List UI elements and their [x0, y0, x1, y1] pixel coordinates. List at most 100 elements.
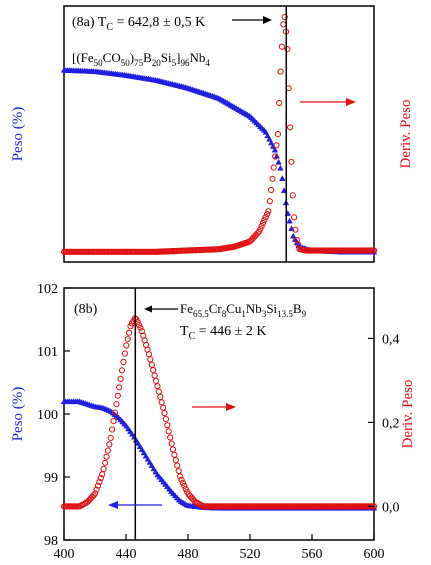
panel-8a-deriv-point [257, 226, 264, 233]
panel-8a-peso-point [286, 217, 293, 224]
y-tick-label: 99 [44, 471, 58, 486]
panel-8b-deriv-point [103, 453, 110, 460]
y-tick-label: 102 [37, 282, 58, 297]
panel-8b-tc-value: = 446 ± 2 K [195, 324, 266, 339]
panel-8a-peso-point [279, 175, 286, 181]
y-tick-label: 98 [44, 534, 58, 549]
x-tick-label: 560 [302, 547, 323, 562]
composition-part: 1 [241, 309, 246, 319]
composition-part: ) [130, 50, 134, 65]
panel-8b-deriv-point [171, 451, 178, 458]
panel-8b-deriv-point [165, 428, 172, 435]
panel-8b-deriv-point [158, 399, 165, 406]
panel-8a-deriv-point [265, 208, 272, 215]
panel-8b-deriv-point [169, 446, 177, 453]
x-tick-label: 400 [54, 547, 75, 562]
panel-8a-deriv-point [288, 158, 295, 165]
x-tick-label: 600 [364, 547, 385, 562]
composition-part: Cu [226, 301, 242, 316]
panel-8b-weight-arrow [108, 501, 162, 509]
panel-8b-y2label: Deriv. Peso [400, 379, 416, 448]
panel-8a-deriv-point [264, 211, 271, 218]
panel-8b-deriv-point [178, 476, 185, 483]
panel-8a-deriv-point [370, 247, 378, 254]
panel-8a-deriv-point [276, 99, 283, 107]
panel-8a-deriv-point [281, 14, 288, 21]
composition-part: Fe [180, 301, 193, 316]
panel-8b-y-ticks: 98 99 100 101 102 [37, 282, 70, 549]
panel-8a-y2label: Deriv. Peso [398, 99, 414, 168]
composition-part: Nb [189, 50, 205, 65]
panel-8b-deriv-point [152, 377, 160, 384]
panel-8b-label: (8b) [74, 302, 98, 317]
y2-tick-label: 0,4 [382, 332, 400, 347]
composition-part: Nb [246, 301, 262, 316]
panel-8b-deriv-point [93, 486, 100, 493]
panel-8a-label: (8a) [72, 15, 95, 30]
panel-8b-deriv-point [90, 492, 97, 499]
panel-8a-deriv-point [268, 186, 275, 194]
composition-part: 50 [94, 58, 104, 68]
composition-part: Cr [209, 301, 223, 316]
panel-8a-deriv-point [277, 68, 284, 75]
panel-8b-series [60, 315, 378, 511]
panel-8b-deriv-point [126, 329, 133, 336]
panel-8a-annotation: (8a) TC = 642,8 ± 0,5 K [72, 15, 205, 33]
y-tick-label: 100 [37, 408, 58, 423]
panel-8a-deriv-point [270, 164, 277, 171]
panel-8a-deriv-point [261, 217, 268, 224]
panel-8a-tc-arrow [232, 16, 272, 24]
composition-part: 9 [302, 309, 307, 319]
composition-part: 20 [152, 58, 162, 68]
panel-8a-deriv-point [278, 43, 285, 50]
panel-8b-deriv-point [107, 434, 114, 441]
panel-8b-deriv-point [179, 479, 186, 486]
composition-part: 50 [121, 58, 131, 68]
panel-8a-composition: [(Fe50CO50)75B20Si5]96Nb4 [72, 50, 210, 68]
panel-8b-deriv-point [182, 485, 189, 492]
panel-8b-tc-sub: C [189, 331, 196, 342]
panel-8b-deriv-point [181, 482, 188, 489]
panel-8b-deriv-point [109, 426, 116, 433]
panel-8a-ylabel: Peso (%) [10, 107, 26, 162]
panel-8a-deriv-point [272, 153, 279, 160]
composition-part: B [293, 301, 302, 316]
panel-8b-tc-pointer [144, 305, 178, 313]
panel-8b-deriv-point [121, 350, 129, 357]
panel-8b-peso-point [148, 462, 155, 468]
panel-8a-peso-point [271, 146, 279, 153]
panel-8b-x-ticks: 400 440 480 520 560 600 [54, 534, 385, 562]
panel-8b-deriv-point [155, 388, 162, 395]
composition-part: 75 [134, 58, 144, 68]
panel-8a-deriv-point [287, 124, 294, 131]
panel-8b-deriv-point [100, 465, 107, 473]
panel-8b-deriv-point [114, 392, 121, 399]
panel-8b-deriv-point [177, 473, 184, 480]
panel-8a-deriv-point [266, 198, 273, 205]
composition-part: 65.5 [193, 309, 209, 319]
panel-8a-tc-prefix: T [98, 15, 107, 30]
panel-8b-deriv-point [147, 356, 154, 363]
composition-part: CO [103, 50, 121, 65]
panel-8b-deriv-point [104, 447, 112, 454]
panel-8a-deriv-point [291, 214, 298, 221]
x-tick-label: 480 [178, 547, 199, 562]
panel-8b-deriv-point [123, 342, 130, 349]
panel-8b-deriv-point [116, 384, 123, 391]
composition-part: B [143, 50, 152, 65]
panel-8b-deriv-point [175, 467, 182, 475]
panel-8b-deriv-point [106, 441, 113, 448]
y2-tick-label: 0,2 [382, 416, 400, 431]
panel-8a-deriv-point [258, 223, 265, 230]
composition-part: 4 [205, 58, 210, 68]
panel-8b-deriv-point [92, 490, 99, 497]
panel-8b-deriv-point [174, 462, 181, 469]
panel-8a-deriv-point [273, 142, 280, 149]
composition-part: 3 [262, 309, 267, 319]
panel-8a-peso-point [280, 187, 288, 194]
panel-8b-ylabel: Peso (%) [10, 387, 26, 442]
composition-part: 96 [180, 58, 190, 68]
composition-part: Si [161, 50, 172, 65]
panel-8b-deriv-point [167, 434, 174, 441]
